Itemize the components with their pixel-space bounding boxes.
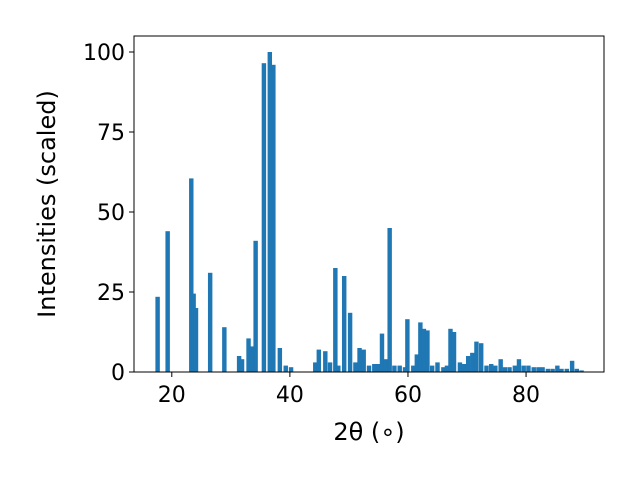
x-axis-label: 2θ (∘): [333, 418, 404, 446]
bar: [327, 362, 333, 372]
bar: [207, 272, 213, 372]
bar: [526, 365, 531, 372]
bar: [474, 341, 479, 372]
bar: [531, 367, 536, 372]
x-tick-label: 40: [276, 383, 304, 408]
bar: [357, 348, 362, 372]
bar: [239, 359, 245, 372]
bar: [246, 338, 251, 372]
y-axis-ticks: 0 25 50 75 100: [83, 41, 134, 386]
bar: [222, 327, 227, 372]
x-tick-label: 80: [512, 383, 540, 408]
bar: [379, 333, 385, 372]
bar: [512, 365, 518, 372]
bar: [465, 356, 471, 372]
y-tick-label: 0: [111, 361, 125, 386]
bar: [507, 367, 512, 372]
bar: [392, 365, 397, 372]
bar: [414, 354, 420, 372]
bar: [421, 328, 427, 372]
bar: [283, 365, 288, 372]
bar: [498, 359, 503, 372]
bar: [405, 319, 410, 372]
bar: [372, 364, 377, 372]
bar: [191, 293, 196, 372]
bar: [502, 367, 508, 372]
bar: [457, 362, 463, 372]
bar: [236, 356, 242, 372]
bar: [189, 178, 194, 372]
bar: [444, 365, 450, 372]
bar: [451, 332, 457, 372]
bar: [267, 52, 273, 372]
bar: [323, 351, 328, 372]
bar: [425, 330, 430, 372]
bar: [448, 328, 453, 372]
bar: [402, 367, 408, 372]
bar: [288, 367, 294, 372]
bar: [470, 352, 475, 372]
bar: [361, 349, 366, 372]
x-tick-label: 60: [394, 383, 422, 408]
bar: [569, 360, 575, 372]
bar: [261, 63, 267, 372]
bar: [521, 365, 526, 372]
bar: [489, 364, 494, 372]
x-axis-ticks: 20 40 60 80: [158, 372, 540, 408]
bar: [333, 268, 338, 372]
bar: [516, 359, 522, 372]
bar: [277, 348, 283, 372]
bar: [411, 365, 416, 372]
y-tick-label: 100: [83, 41, 125, 66]
bar: [249, 346, 255, 372]
bar: [387, 228, 392, 372]
bar: [347, 312, 353, 372]
bar: [397, 365, 402, 372]
bars-layer: [155, 52, 584, 373]
bar: [574, 368, 580, 372]
bar: [376, 364, 381, 372]
bar: [493, 365, 498, 372]
bar: [478, 343, 484, 372]
plot-frame: [133, 35, 605, 373]
y-axis-label: Intensities (scaled): [33, 90, 61, 318]
bar: [545, 368, 551, 372]
bar: [271, 64, 276, 373]
bar: [353, 362, 358, 372]
bar: [564, 368, 570, 372]
bar: [366, 365, 372, 372]
bar: [316, 349, 322, 372]
bar: [341, 276, 347, 372]
bar: [540, 367, 545, 372]
bar: [484, 365, 489, 372]
y-tick-label: 25: [97, 281, 125, 306]
y-tick-label: 75: [97, 121, 125, 146]
bar: [536, 367, 541, 372]
bar: [336, 365, 341, 372]
y-tick-label: 50: [97, 201, 125, 226]
bar: [383, 359, 388, 372]
bar: [555, 365, 560, 372]
bar: [165, 231, 170, 372]
bar: [193, 308, 199, 372]
bar: [461, 364, 467, 372]
bar: [550, 368, 555, 372]
bar: [441, 367, 446, 372]
bar: [429, 365, 435, 372]
bar: [435, 362, 440, 372]
bar: [155, 296, 160, 372]
x-tick-label: 20: [158, 383, 186, 408]
bar: [559, 368, 564, 372]
bar: [253, 240, 258, 372]
bar: [579, 370, 584, 372]
bar: [313, 362, 318, 372]
bar: [418, 322, 423, 372]
